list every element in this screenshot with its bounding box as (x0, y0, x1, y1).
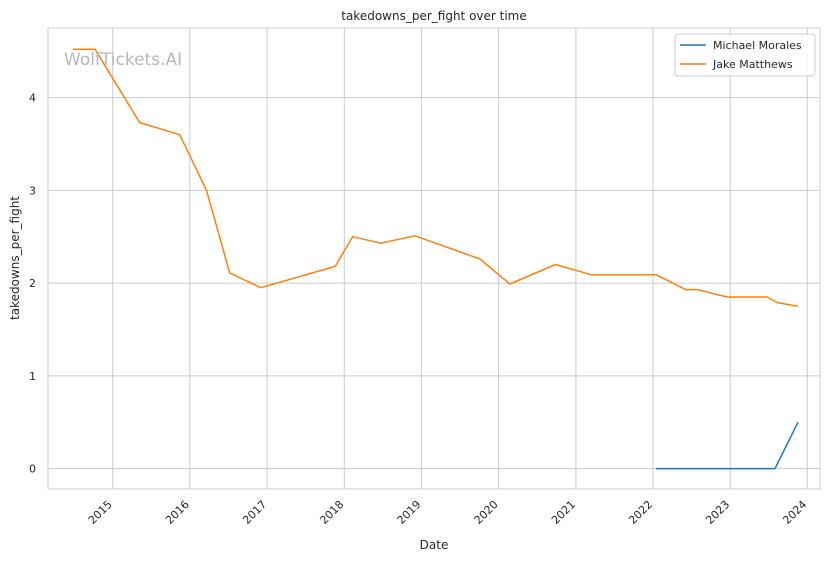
x-axis-ticks: 2015 2016 2017 2018 2019 2020 2021 2022 2023 2024 (86, 498, 810, 527)
x-tick-label: 2021 (549, 498, 578, 527)
y-tick-label: 1 (29, 370, 36, 383)
y-tick-label: 4 (29, 92, 36, 105)
y-axis-ticks: 0 1 2 3 4 (29, 92, 36, 476)
series-line (73, 48, 799, 308)
x-tick-label: 2018 (317, 498, 346, 527)
legend-label: Michael Morales (713, 39, 802, 52)
legend-box (674, 33, 816, 77)
x-axis-label: Date (420, 538, 449, 552)
y-tick-label: 2 (29, 277, 36, 290)
y-tick-label: 3 (29, 184, 36, 197)
series-layer (73, 48, 799, 470)
x-tick-label: 2019 (395, 498, 424, 527)
x-tick-label: 2015 (86, 498, 115, 527)
watermark: WolfTickets.AI (64, 50, 182, 70)
x-tick-label: 2017 (240, 498, 269, 527)
x-tick-label: 2022 (626, 498, 655, 527)
y-tick-label: 0 (29, 463, 36, 476)
plot-area (47, 27, 821, 490)
legend-label: Jake Matthews (712, 58, 793, 71)
x-tick-label: 2024 (780, 498, 809, 527)
x-tick-label: 2020 (472, 498, 501, 527)
legend: Michael Morales Jake Matthews (674, 33, 816, 77)
y-axis-label: takedowns_per_fight (8, 196, 22, 320)
x-tick-label: 2023 (703, 498, 732, 527)
x-tick-label: 2016 (163, 498, 192, 527)
series-line (656, 421, 799, 470)
chart-title: takedowns_per_fight over time (341, 9, 527, 23)
